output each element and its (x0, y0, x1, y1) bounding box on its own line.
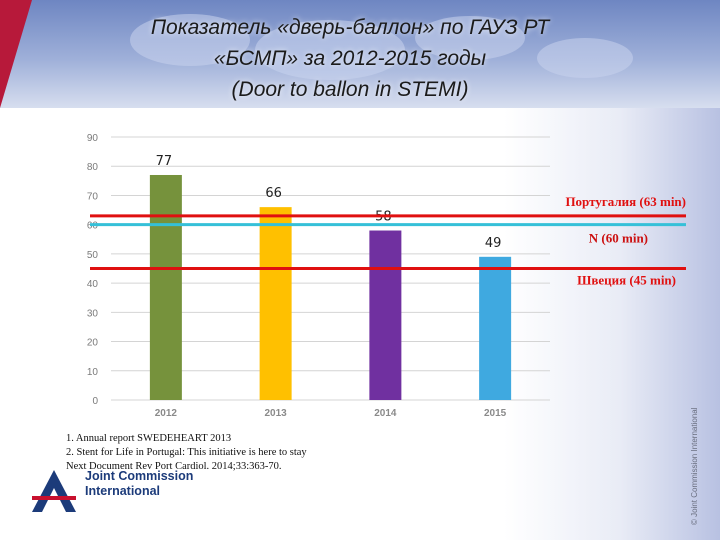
bar (259, 207, 292, 400)
bar (149, 174, 182, 400)
jci-logo-text: Joint Commission International (85, 469, 193, 499)
x-tick-label: 2013 (265, 408, 288, 419)
page-title: Показатель «дверь-баллон» по ГАУЗ РТ «БС… (20, 12, 680, 105)
y-tick-label: 90 (87, 133, 99, 144)
logo-line-2: International (85, 484, 161, 498)
bar (479, 256, 512, 400)
title-line-1: Показатель «дверь-баллон» по ГАУЗ РТ (150, 16, 550, 39)
title-banner: Показатель «дверь-баллон» по ГАУЗ РТ «БС… (0, 0, 720, 108)
slide-background (0, 108, 720, 540)
y-tick-label: 40 (87, 279, 99, 290)
data-label: 77 (156, 154, 173, 169)
reference-1: 1. Annual report SWEDEHEART 2013 (66, 433, 232, 444)
copyright-watermark: © Joint Commission International (690, 407, 699, 526)
y-tick-label: 20 (87, 338, 99, 349)
data-label: 49 (485, 236, 502, 251)
y-tick-label: 10 (87, 367, 99, 378)
y-tick-label: 30 (87, 308, 99, 319)
data-label: 66 (265, 186, 282, 201)
y-tick-label: 70 (87, 191, 99, 202)
corner-accent (0, 0, 32, 108)
reference-line-label: N (60 min) (589, 231, 648, 246)
x-tick-label: 2015 (484, 408, 507, 419)
y-tick-label: 0 (92, 396, 98, 407)
x-tick-label: 2014 (374, 408, 397, 419)
reference-2: 2. Stent for Life in Portugal: This init… (66, 447, 307, 458)
title-line-3: (Door to ballon in STEMI) (231, 78, 469, 101)
reference-3: Next Document Rev Port Cardiol. 2014;33:… (66, 461, 282, 472)
jci-logo-mark (32, 470, 76, 512)
world-map-background (0, 0, 633, 108)
bar (369, 230, 402, 400)
y-tick-label: 50 (87, 250, 99, 261)
title-line-2: «БСМП» за 2012-2015 годы (213, 47, 487, 70)
reference-line-label: Швеция (45 min) (577, 273, 676, 288)
reference-line-label: Португалия (63 min) (565, 194, 686, 209)
logo-line-1: Joint Commission (85, 469, 194, 483)
y-tick-label: 80 (87, 162, 99, 173)
references: 1. Annual report SWEDEHEART 2013 2. Sten… (66, 432, 386, 474)
x-tick-label: 2012 (155, 408, 178, 419)
jci-logo: Joint Commission International (30, 466, 230, 522)
